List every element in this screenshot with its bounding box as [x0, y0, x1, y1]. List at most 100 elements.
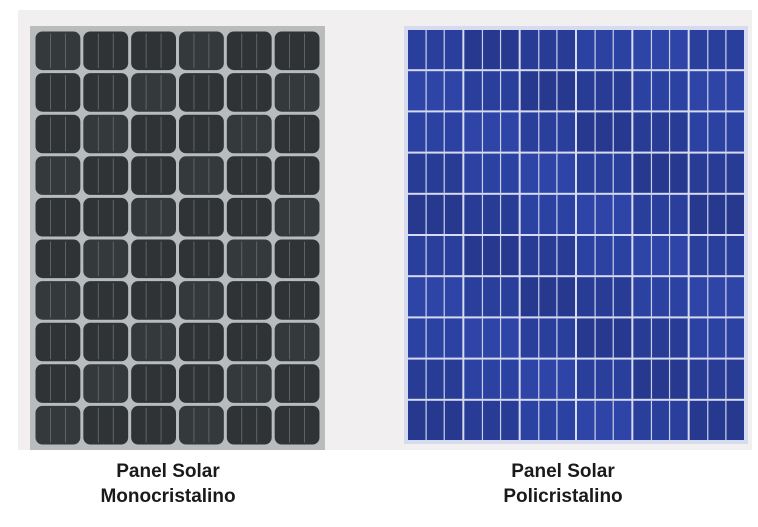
poly-cell	[577, 236, 632, 276]
poly-cell	[408, 153, 463, 193]
mono-cell	[83, 156, 129, 195]
poly-cell	[577, 400, 632, 440]
poly-cell	[408, 194, 463, 234]
mono-cell	[131, 197, 176, 237]
poly-cell	[464, 112, 519, 152]
mono-cell	[131, 156, 176, 195]
mono-cell	[83, 197, 129, 237]
polycrystalline-cell-grid	[404, 26, 748, 444]
poly-cell	[633, 112, 688, 152]
poly-cell	[408, 30, 463, 70]
poly-cell	[464, 400, 519, 440]
poly-cell	[520, 359, 575, 399]
mono-cell	[131, 281, 176, 320]
poly-cell	[520, 71, 575, 111]
mono-cell	[131, 31, 176, 71]
mono-cell	[35, 197, 81, 237]
mono-cell	[35, 405, 81, 445]
poly-cell	[464, 30, 519, 70]
mono-cell	[226, 197, 272, 237]
mono-cell	[226, 239, 272, 279]
poly-cell	[577, 318, 632, 358]
poly-cell	[464, 277, 519, 317]
poly-cell	[408, 71, 463, 111]
mono-cell	[131, 364, 176, 403]
polycrystalline-caption-line1: Panel Solar	[511, 461, 615, 482]
monocrystalline-cell-grid	[30, 26, 325, 450]
mono-cell	[274, 31, 320, 71]
poly-cell	[689, 359, 744, 399]
poly-cell	[689, 318, 744, 358]
mono-cell	[274, 73, 320, 112]
mono-cell	[83, 239, 129, 279]
mono-cell	[226, 156, 272, 195]
poly-cell	[464, 359, 519, 399]
mono-cell	[83, 73, 129, 112]
mono-cell	[274, 322, 320, 362]
poly-cell	[689, 194, 744, 234]
poly-cell	[408, 359, 463, 399]
mono-cell	[131, 239, 176, 279]
poly-cell	[633, 71, 688, 111]
poly-cell	[633, 359, 688, 399]
poly-cell	[577, 30, 632, 70]
poly-cell	[577, 153, 632, 193]
mono-cell	[179, 239, 224, 279]
mono-cell	[226, 364, 272, 403]
poly-cell	[408, 236, 463, 276]
mono-cell	[274, 114, 320, 154]
monocrystalline-caption-line1: Panel Solar	[116, 461, 220, 482]
mono-cell	[131, 405, 176, 445]
mono-cell	[179, 364, 224, 403]
poly-cell	[464, 153, 519, 193]
mono-cell	[179, 322, 224, 362]
mono-cell	[226, 281, 272, 320]
poly-cell	[408, 277, 463, 317]
mono-cell	[83, 281, 129, 320]
poly-cell	[689, 236, 744, 276]
mono-cell	[131, 322, 176, 362]
poly-cell	[577, 71, 632, 111]
mono-cell	[226, 322, 272, 362]
poly-cell	[633, 236, 688, 276]
poly-cell	[633, 277, 688, 317]
photo-background	[18, 10, 752, 450]
polycrystalline-solar-panel	[404, 26, 748, 444]
mono-cell	[274, 239, 320, 279]
mono-cell	[35, 156, 81, 195]
mono-cell	[274, 156, 320, 195]
poly-cell	[520, 236, 575, 276]
mono-cell	[179, 114, 224, 154]
poly-cell	[577, 359, 632, 399]
poly-cell	[520, 112, 575, 152]
mono-cell	[35, 364, 81, 403]
poly-cell	[689, 153, 744, 193]
mono-cell	[226, 73, 272, 112]
mono-cell	[179, 31, 224, 71]
monocrystalline-caption: Panel Solar Monocristalino	[38, 459, 298, 509]
poly-cell	[689, 112, 744, 152]
poly-cell	[520, 194, 575, 234]
poly-cell	[577, 277, 632, 317]
poly-cell	[633, 400, 688, 440]
mono-cell	[274, 197, 320, 237]
mono-cell	[35, 322, 81, 362]
poly-cell	[633, 318, 688, 358]
poly-cell	[408, 318, 463, 358]
poly-cell	[520, 277, 575, 317]
mono-cell	[179, 73, 224, 112]
mono-cell	[35, 31, 81, 71]
poly-cell	[633, 153, 688, 193]
mono-cell	[226, 114, 272, 154]
poly-cell	[633, 30, 688, 70]
monocrystalline-caption-line2: Monocristalino	[100, 486, 236, 507]
mono-cell	[35, 281, 81, 320]
poly-cell	[689, 71, 744, 111]
mono-cell	[83, 31, 129, 71]
poly-cell	[464, 318, 519, 358]
poly-cell	[577, 194, 632, 234]
mono-cell	[179, 405, 224, 445]
mono-cell	[83, 364, 129, 403]
poly-cell	[577, 112, 632, 152]
